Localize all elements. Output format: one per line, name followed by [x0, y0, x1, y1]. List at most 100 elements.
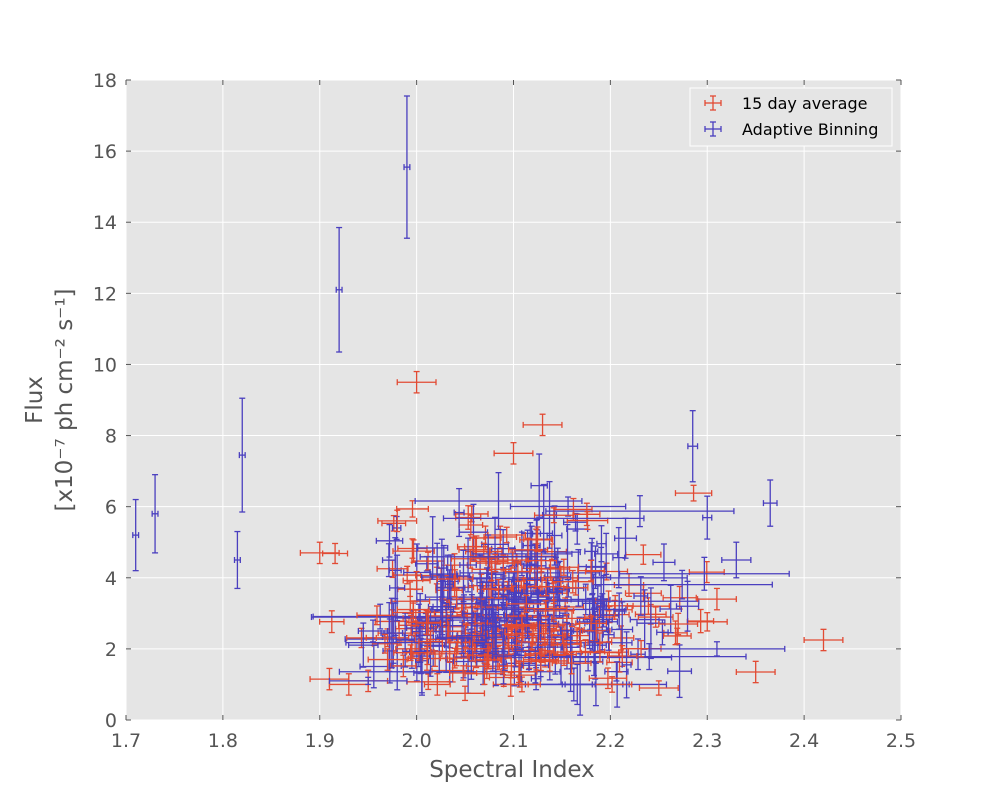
cloud-errorbar	[524, 576, 568, 597]
errorbar-adaptive-binning	[238, 397, 246, 513]
cloud-errorbar	[381, 543, 396, 578]
errorbar-15-day-average	[367, 648, 408, 671]
errorbar-15-day-average	[551, 651, 592, 675]
x-tick-label: 2.4	[789, 730, 819, 752]
x-axis-title: Spectral Index	[429, 757, 595, 783]
cloud-errorbar	[613, 592, 626, 630]
errorbar-adaptive-binning	[403, 95, 411, 239]
errorbar-adaptive-binning	[132, 498, 140, 572]
cloud-errorbar	[319, 610, 345, 634]
cloud-errorbar	[396, 500, 429, 518]
cloud-errorbar	[675, 580, 700, 632]
cloud-errorbar	[612, 526, 626, 589]
y-axis-unit: [x10⁻⁷ ph cm⁻² s⁻¹]	[52, 288, 78, 511]
cloud-errorbar	[596, 525, 607, 563]
errorbar-adaptive-binning	[721, 541, 752, 579]
cloud-errorbar	[476, 567, 498, 598]
x-tick-label: 2.0	[402, 730, 432, 752]
cloud-errorbar	[523, 526, 552, 552]
data-marks	[132, 95, 844, 702]
cloud-errorbar	[356, 605, 398, 626]
legend-item-15-day-average	[704, 95, 722, 111]
x-tick-label: 1.8	[208, 730, 238, 752]
cloud-errorbar	[594, 532, 619, 576]
y-tick-label: 8	[105, 426, 117, 448]
cloud-errorbar	[402, 570, 431, 591]
errorbar-15-day-average	[396, 370, 437, 394]
legend-label-15-day-average: 15 day average	[742, 94, 867, 113]
cloud-errorbar	[509, 496, 627, 517]
cloud-errorbar	[580, 642, 620, 663]
cloud-errorbar	[419, 534, 557, 580]
cloud-errorbar	[506, 594, 547, 613]
y-tick-label: 12	[93, 283, 117, 305]
errorbar-adaptive-binning	[687, 410, 699, 483]
cloud-errorbar	[393, 644, 429, 662]
cloud-errorbar	[395, 612, 415, 668]
cloud-errorbar	[591, 569, 773, 600]
cloud-errorbar	[656, 619, 669, 646]
background-point-cloud	[310, 453, 790, 716]
cloud-errorbar	[496, 551, 530, 569]
cloud-errorbar	[522, 591, 554, 648]
errorbar-15-day-average	[658, 612, 699, 636]
cloud-errorbar	[551, 609, 593, 628]
cloud-errorbar	[469, 525, 502, 551]
cloud-errorbar	[453, 487, 465, 538]
axis-ticks: 1.7 1.8 1.9 2.0 2.1 2.2 2.3 2.4 2.5 0 2 4 6 8 10 12 14 16…	[93, 70, 916, 752]
cloud-errorbar	[591, 676, 633, 693]
cloud-errorbar	[442, 483, 645, 553]
cloud-errorbar	[630, 638, 646, 671]
cloud-errorbar	[530, 560, 571, 579]
errorbar-15-day-average	[803, 628, 844, 652]
y-tick-label: 6	[105, 497, 117, 519]
errorbar-adaptive-binning	[328, 676, 408, 686]
cloud-errorbar	[577, 559, 605, 582]
cloud-errorbar	[455, 505, 482, 530]
cloud-errorbar	[451, 621, 473, 655]
errorbar-15-day-average	[299, 541, 340, 565]
cloud-errorbar	[459, 537, 477, 593]
cloud-errorbar	[515, 633, 549, 651]
cloud-errorbar	[659, 584, 682, 634]
cloud-errorbar	[674, 484, 713, 502]
cloud-errorbar	[602, 618, 615, 651]
x-tick-label: 1.9	[305, 730, 335, 752]
cloud-errorbar	[444, 569, 455, 600]
cloud-errorbar	[686, 612, 728, 632]
legend-label-adaptive-binning: Adaptive Binning	[742, 120, 878, 139]
errorbar-15-day-average	[464, 662, 505, 686]
cloud-errorbar	[621, 631, 632, 699]
cloud-errorbar	[667, 644, 693, 699]
errorbar-15-day-average	[445, 685, 486, 702]
cloud-errorbar	[618, 556, 790, 591]
cloud-errorbar	[390, 654, 417, 678]
cloud-errorbar	[471, 557, 512, 581]
cloud-errorbar	[415, 610, 442, 636]
cloud-errorbar	[588, 667, 628, 690]
cloud-errorbar	[652, 543, 676, 582]
x-tick-label: 2.1	[498, 730, 528, 752]
cloud-errorbar	[559, 621, 575, 640]
errorbar-adaptive-binning	[335, 226, 343, 353]
cloud-errorbar	[483, 578, 514, 599]
cloud-errorbar	[474, 650, 501, 670]
x-tick-label: 2.2	[595, 730, 625, 752]
cloud-errorbar	[564, 653, 596, 716]
cloud-errorbar	[431, 579, 455, 640]
y-tick-label: 10	[93, 354, 117, 376]
x-tick-label: 2.3	[692, 730, 722, 752]
cloud-errorbar	[436, 569, 474, 589]
cloud-errorbar	[544, 547, 572, 607]
errorbar-adaptive-binning	[151, 474, 159, 554]
errorbar-15-day-average	[522, 413, 563, 437]
errorbar-15-day-average	[493, 442, 534, 465]
legend: 15 day average Adaptive Binning	[689, 87, 893, 147]
legend-box	[689, 87, 893, 147]
cloud-errorbar	[418, 630, 443, 653]
cloud-errorbar	[530, 453, 548, 518]
x-tick-label: 2.5	[886, 730, 916, 752]
cloud-errorbar	[545, 495, 735, 528]
errorbar-adaptive-binning	[762, 479, 778, 527]
